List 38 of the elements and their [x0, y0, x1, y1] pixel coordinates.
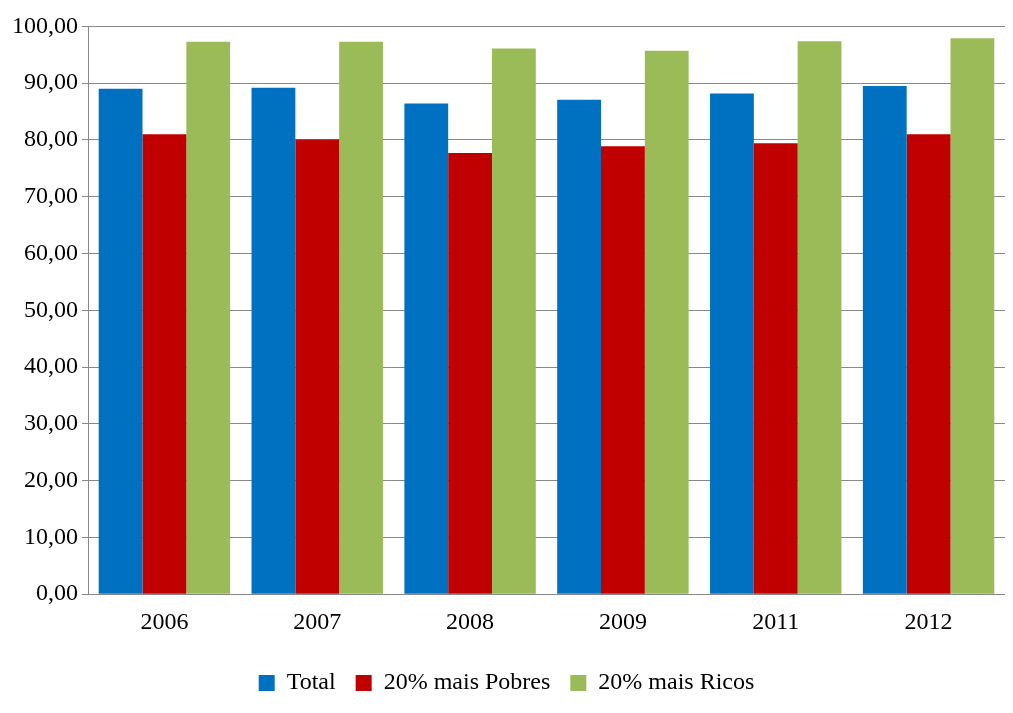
bar — [753, 143, 798, 594]
bar — [491, 48, 536, 594]
y-tick-label: 0,00 — [36, 579, 78, 606]
bar — [142, 134, 187, 594]
y-tick-label: 60,00 — [24, 238, 78, 265]
y-tick-label: 90,00 — [24, 68, 78, 95]
bar — [251, 87, 296, 594]
y-tick-label: 10,00 — [24, 522, 78, 549]
bar — [797, 41, 842, 594]
y-tick-label: 20,00 — [24, 465, 78, 492]
bar — [644, 50, 689, 594]
x-tick-label: 2008 — [446, 607, 495, 634]
y-tick-label: 100,00 — [12, 11, 78, 38]
x-tick-label: 2006 — [140, 607, 189, 634]
legend-label: Total — [286, 668, 336, 695]
y-tick-label: 50,00 — [24, 295, 78, 322]
bar — [710, 93, 754, 594]
bar — [601, 146, 645, 594]
y-tick-label: 80,00 — [24, 125, 78, 152]
bar — [339, 41, 383, 594]
x-tick-label: 2009 — [598, 607, 647, 634]
x-tick-label: 2011 — [752, 607, 800, 634]
x-tick-label: 2012 — [904, 607, 953, 634]
bar — [906, 134, 951, 594]
legend-label: 20% mais Ricos — [598, 668, 755, 695]
y-tick-label: 30,00 — [24, 409, 78, 436]
bar — [448, 153, 492, 594]
bar — [950, 38, 995, 594]
y-tick-label: 70,00 — [24, 182, 78, 209]
bar — [862, 86, 907, 594]
bar — [404, 103, 449, 594]
x-tick-label: 2007 — [293, 607, 342, 634]
bar — [557, 99, 602, 594]
y-tick-label: 40,00 — [24, 352, 78, 379]
bar — [98, 88, 143, 594]
legend-label: 20% mais Pobres — [383, 668, 551, 695]
bar — [295, 139, 340, 594]
bar — [186, 41, 231, 594]
